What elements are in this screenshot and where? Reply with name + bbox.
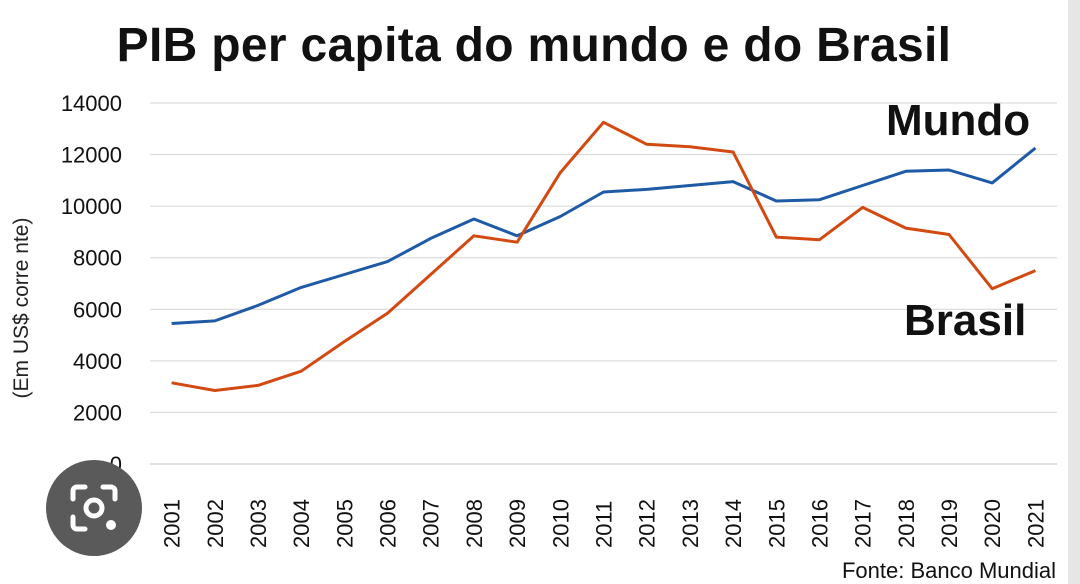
- y-tick-label: 14000: [61, 91, 122, 116]
- x-tick-label: 2013: [678, 499, 703, 548]
- series-label-mundo: Mundo: [886, 96, 1031, 145]
- x-tick-label: 2019: [937, 499, 962, 548]
- series-line-brasil: [171, 120, 1036, 392]
- series-label-brasil: Brasil: [904, 296, 1027, 345]
- x-tick-label: 2020: [980, 499, 1005, 548]
- x-tick-label: 2009: [505, 499, 530, 548]
- y-tick-label: 2000: [73, 400, 122, 425]
- grid-lines: [150, 102, 1057, 465]
- lens-search-button[interactable]: [46, 460, 142, 556]
- y-tick-labels: 02000400060008000100001200014000: [61, 91, 122, 477]
- x-tick-label: 2016: [807, 499, 832, 548]
- x-tick-labels: 2001 2002 2003 2004 2005 2006 2007 2008 2009 2010…: [160, 499, 1049, 548]
- x-tick-label: 2010: [548, 499, 573, 548]
- x-tick-label: 2015: [764, 499, 789, 548]
- x-tick-label: 2001: [160, 499, 185, 548]
- x-tick-label: 2018: [894, 499, 919, 548]
- x-tick-label: 2005: [332, 499, 357, 548]
- y-tick-label: 10000: [61, 194, 122, 219]
- x-tick-label: 2004: [289, 499, 314, 548]
- x-tick-label: 2008: [462, 499, 487, 548]
- x-tick-label: 2012: [635, 499, 660, 548]
- x-tick-label: 2007: [419, 499, 444, 548]
- y-tick-label: 8000: [73, 246, 122, 271]
- series-lines: [171, 120, 1037, 392]
- page-edge: [1068, 0, 1080, 584]
- y-tick-label: 6000: [73, 297, 122, 322]
- x-tick-label: 2002: [203, 499, 228, 548]
- source-note: Fonte: Banco Mundial: [841, 558, 1056, 583]
- series-line-mundo: [171, 146, 1037, 325]
- y-tick-label: 4000: [73, 349, 122, 374]
- y-tick-label: 12000: [61, 143, 122, 168]
- chart-title: PIB per capita do mundo e do Brasil: [116, 19, 952, 72]
- x-tick-label: 2003: [246, 499, 271, 548]
- x-tick-label: 2017: [851, 499, 876, 548]
- x-tick-label: 2011: [592, 501, 617, 548]
- x-tick-label: 2021: [1023, 499, 1048, 548]
- camera-search-icon: [70, 484, 118, 532]
- x-tick-label: 2014: [721, 499, 746, 548]
- x-tick-label: 2006: [376, 499, 401, 548]
